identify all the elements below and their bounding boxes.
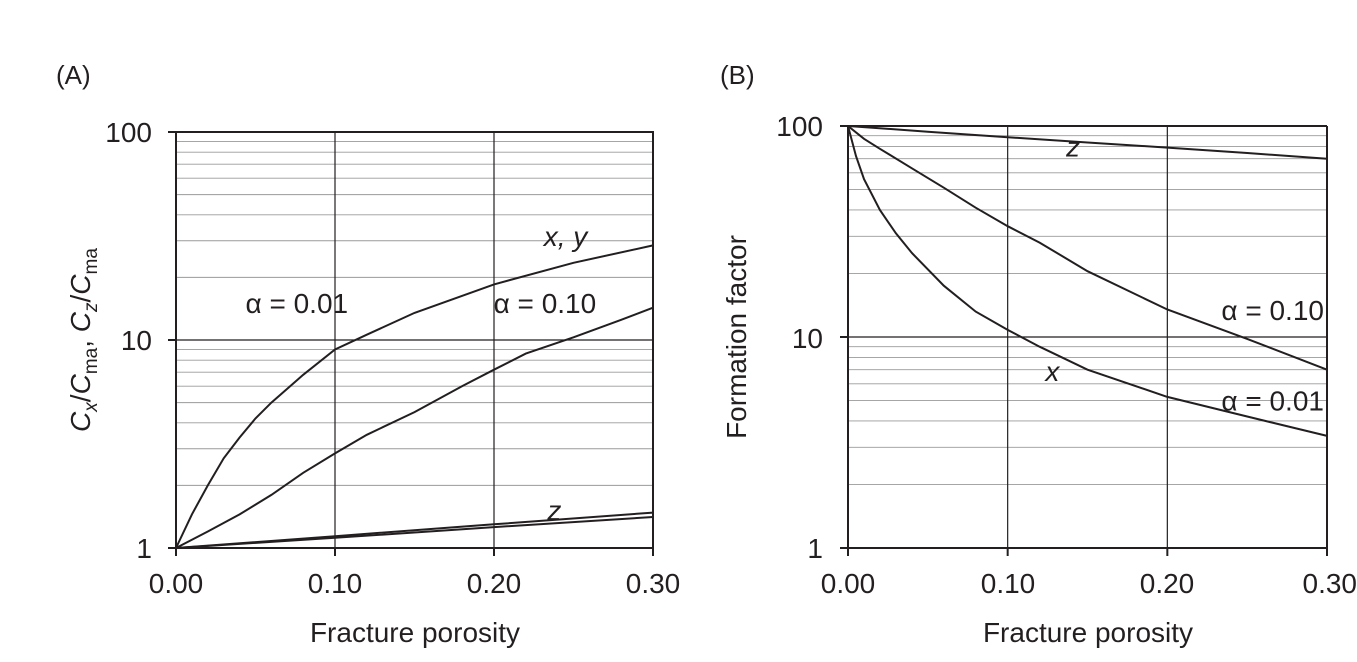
- panel-b-xtick-0: 0.00: [821, 568, 876, 599]
- panel-b-label: (B): [720, 60, 755, 90]
- panel-a-xtick-3: 0.30: [626, 568, 681, 599]
- panel-b-ylabel: Formation factor: [721, 235, 752, 439]
- panel-a-annotation-xy: x, y: [542, 221, 590, 252]
- panel-a-xlabel: Fracture porosity: [310, 617, 520, 648]
- panel-a-grid: [176, 131, 653, 548]
- panel-b-chart: (B) 1 10 100 0.00 0.10 0.20 0.30 Fractur…: [720, 60, 1357, 648]
- panel-a-curves: [175, 244, 654, 549]
- series-line-2: [175, 306, 654, 549]
- panel-a-annotation-alpha-001: α = 0.01: [246, 288, 349, 319]
- panel-a-annotation-z: z: [546, 495, 561, 526]
- panel-a-xtick-1: 0.10: [308, 568, 363, 599]
- panel-b-annotation-alpha-010: α = 0.10: [1221, 295, 1324, 326]
- panel-b-xlabel: Fracture porosity: [983, 617, 1193, 648]
- panel-a-annotation-alpha-010: α = 0.10: [494, 288, 597, 319]
- panel-b-xtick-2: 0.20: [1140, 568, 1195, 599]
- panel-a-ytick-100: 100: [105, 117, 152, 148]
- panel-a-xtick-0: 0.00: [149, 568, 204, 599]
- panel-b-xtick-1: 0.10: [981, 568, 1036, 599]
- panel-b-ticks: [840, 125, 1328, 556]
- panel-a-chart: (A) 1 10 100 0.00 0.10 0.20 0.30 Fractur…: [56, 60, 680, 648]
- panel-b-annotation-x: x: [1043, 356, 1060, 387]
- panel-b-annotation-z: z: [1065, 131, 1080, 162]
- panel-b-xtick-3: 0.30: [1303, 568, 1357, 599]
- panel-b-ytick-100: 100: [776, 111, 823, 142]
- panel-b-ytick-10: 10: [792, 323, 823, 354]
- series-line-4: [175, 516, 654, 549]
- panel-a-label: (A): [56, 60, 91, 90]
- panel-a-ytick-10: 10: [121, 325, 152, 356]
- panel-b-annotation-alpha-001: α = 0.01: [1221, 386, 1324, 417]
- series-line-2: [847, 125, 1328, 371]
- panel-a-xtick-2: 0.20: [467, 568, 522, 599]
- series-line-1: [175, 244, 654, 549]
- series-line-3: [847, 125, 1328, 437]
- panel-b-curves: [847, 125, 1328, 437]
- panel-b-plot-frame: [847, 125, 1328, 549]
- series-line-1: [847, 125, 1328, 160]
- panel-b-ytick-1: 1: [807, 533, 823, 564]
- panel-b-grid: [848, 125, 1327, 548]
- panel-a-ticks: [168, 131, 654, 556]
- panel-a-ylabel: Cx/Cma, Cz/Cma: [65, 248, 102, 432]
- panel-a-ytick-1: 1: [136, 533, 152, 564]
